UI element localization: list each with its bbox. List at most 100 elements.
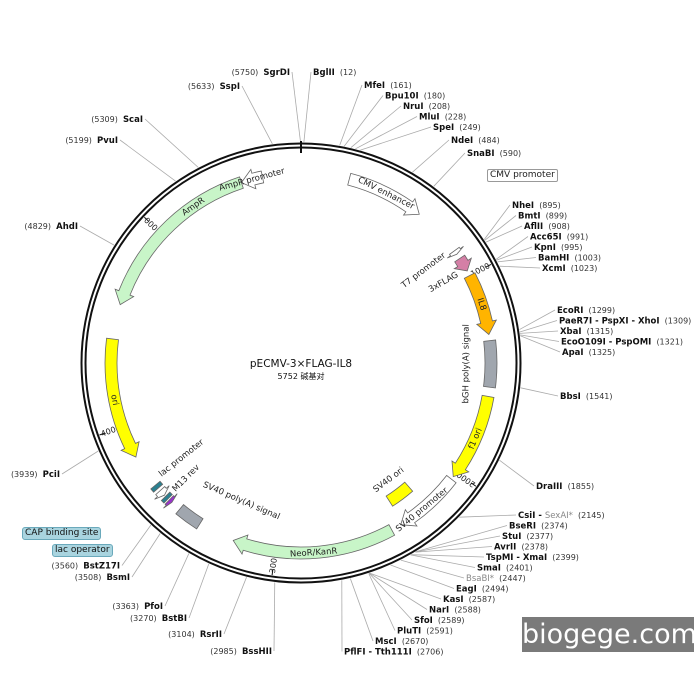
enzyme-position: (208) xyxy=(429,102,451,111)
enzyme-site-draiii[interactable]: DraIII (1855) xyxy=(536,482,594,492)
tick-mark xyxy=(485,264,492,268)
enzyme-site-sgrdi[interactable]: (5750) SgrDI xyxy=(232,68,290,78)
enzyme-site-bsshii[interactable]: (2985) BssHII xyxy=(210,647,272,657)
enzyme-site-aflii[interactable]: AflII (908) xyxy=(524,222,570,232)
enzyme-name: MluI xyxy=(419,113,440,123)
enzyme-site-stui[interactable]: StuI (2377) xyxy=(502,532,553,542)
enzyme-name: SgrDI xyxy=(263,68,290,78)
enzyme-leader-line xyxy=(496,246,533,261)
enzyme-site-acc65i[interactable]: Acc65I (991) xyxy=(530,233,588,243)
enzyme-leader-line xyxy=(415,546,493,553)
enzyme-position: (2378) xyxy=(521,543,548,552)
enzyme-name: BamHI xyxy=(538,254,569,264)
enzyme-site-pvui[interactable]: (5199) PvuI xyxy=(65,136,118,146)
feature-label: IL8 xyxy=(474,297,487,312)
enzyme-site-kpni[interactable]: KpnI (995) xyxy=(534,243,583,253)
enzyme-site-ecoo109i-pspomi[interactable]: EcoO109I - PspOMI (1321) xyxy=(561,338,683,348)
enzyme-site-bstbi[interactable]: (3270) BstBI xyxy=(130,614,187,624)
feature-cap-binding-site[interactable] xyxy=(150,480,164,493)
enzyme-position: (2589) xyxy=(438,616,465,625)
enzyme-site-pflfi-tth111i[interactable]: PflFI - Tth111I (2706) xyxy=(344,648,443,658)
enzyme-site-ndei[interactable]: NdeI (484) xyxy=(451,136,500,146)
enzyme-position: (5750) xyxy=(232,68,259,77)
enzyme-site-sfoi[interactable]: SfoI (2589) xyxy=(414,616,465,626)
enzyme-site-bsmi[interactable]: (3508) BsmI xyxy=(75,573,130,583)
enzyme-site-xbai[interactable]: XbaI (1315) xyxy=(560,327,613,337)
enzyme-site-spei[interactable]: SpeI (249) xyxy=(433,123,481,133)
feature-ampr[interactable]: AmpR xyxy=(114,176,244,306)
enzyme-position: (2377) xyxy=(527,532,554,541)
enzyme-site-bpu10i[interactable]: Bpu10I (180) xyxy=(385,92,445,102)
enzyme-site-apai[interactable]: ApaI (1325) xyxy=(562,348,615,358)
feature-neor-kanr[interactable]: NeoR/KanR xyxy=(232,524,396,560)
enzyme-leader-line xyxy=(483,204,511,240)
tick-mark xyxy=(271,569,274,576)
enzyme-site-msci[interactable]: MscI (2670) xyxy=(375,637,428,647)
feature-shape xyxy=(446,246,464,259)
enzyme-site-scai[interactable]: (5309) ScaI xyxy=(91,115,143,125)
enzyme-position: (3270) xyxy=(130,614,157,623)
enzyme-site-rsrii[interactable]: (3104) RsrII xyxy=(168,630,222,640)
enzyme-site-pluti[interactable]: PluTI (2591) xyxy=(397,627,453,637)
enzyme-site-mfei[interactable]: MfeI (161) xyxy=(364,81,412,91)
feature-bgh-poly-a-signal[interactable]: bGH poly(A) signal xyxy=(461,324,498,404)
enzyme-position: (180) xyxy=(424,92,446,101)
enzyme-leader-line xyxy=(400,559,465,579)
enzyme-position: (1003) xyxy=(574,254,601,263)
enzyme-position: (3508) xyxy=(75,573,102,582)
enzyme-site-bbsi[interactable]: BbsI (1541) xyxy=(560,392,613,402)
feature-sv40-poly-a-signal[interactable]: SV40 poly(A) signal xyxy=(175,480,281,530)
enzyme-site-eagi[interactable]: EagI (2494) xyxy=(456,585,509,595)
enzyme-site-nhei[interactable]: NheI (895) xyxy=(512,201,561,211)
enzyme-leader-line xyxy=(415,535,501,553)
enzyme-name: NruI xyxy=(403,102,424,112)
enzyme-leader-line xyxy=(495,236,529,260)
feature-sv40-ori[interactable]: SV40 ori xyxy=(372,466,414,507)
enzyme-leader-line xyxy=(390,564,455,589)
enzyme-site-bamhi[interactable]: BamHI (1003) xyxy=(538,254,601,264)
enzyme-position: (1321) xyxy=(656,338,683,347)
feature-ampr-promoter[interactable]: AmpR promoter xyxy=(218,166,286,193)
enzyme-name: AvrII xyxy=(494,543,516,553)
enzyme-site-bstz17i[interactable]: (3560) BstZ17I xyxy=(52,562,120,572)
enzyme-site-tspmi-xmai[interactable]: TspMI - XmaI (2399) xyxy=(486,553,579,563)
enzyme-site-sspi[interactable]: (5633) SspI xyxy=(188,82,240,92)
enzyme-site-bseri[interactable]: BseRI (2374) xyxy=(509,522,568,532)
enzyme-name: BglII xyxy=(313,68,335,78)
enzyme-site-paer7i-pspxi-xhoi[interactable]: PaeR7I - PspXI - XhoI (1309) xyxy=(559,317,691,327)
feature-lac-operator[interactable] xyxy=(160,491,173,504)
enzyme-site-csii[interactable]: CsiI - SexAI* (2145) xyxy=(518,511,605,521)
enzyme-site-mlui[interactable]: MluI (228) xyxy=(419,113,466,123)
feature-f1-ori[interactable]: f1 ori xyxy=(451,394,495,478)
enzyme-site-smai[interactable]: SmaI (2401) xyxy=(477,564,533,574)
enzyme-leader-line xyxy=(121,524,152,566)
enzyme-site-kasi[interactable]: KasI (2587) xyxy=(443,595,495,605)
enzyme-site-bglii[interactable]: BglII (12) xyxy=(313,68,356,78)
enzyme-site-bmti[interactable]: BmtI (899) xyxy=(518,212,567,222)
enzyme-site-avrii[interactable]: AvrII (2378) xyxy=(494,543,548,553)
enzyme-leader-line xyxy=(273,582,276,652)
feature-cmv-enhancer[interactable]: CMV enhancer xyxy=(347,172,420,216)
enzyme-name: BseRI xyxy=(509,522,536,532)
enzyme-position: (899) xyxy=(546,212,568,221)
feature-shape xyxy=(104,337,140,458)
enzyme-site-snabi[interactable]: SnaBI (590) xyxy=(467,149,521,159)
enzyme-site-nari[interactable]: NarI (2588) xyxy=(429,606,481,616)
feature-ori[interactable]: ori xyxy=(104,337,140,458)
enzyme-site-bsabi[interactable]: BsaBI* (2447) xyxy=(466,574,526,584)
enzyme-leader-line xyxy=(485,225,523,243)
enzyme-leader-line xyxy=(499,265,541,269)
enzyme-site-pfoi[interactable]: (3363) PfoI xyxy=(112,602,163,612)
enzyme-site-pcii[interactable]: (3939) PciI xyxy=(11,470,60,480)
feature-label: bGH poly(A) signal xyxy=(461,324,471,403)
enzyme-site-nrui[interactable]: NruI (208) xyxy=(403,102,450,112)
enzyme-leader-line xyxy=(520,334,560,342)
feature-il8[interactable]: IL8 xyxy=(463,272,498,336)
enzyme-position: (2985) xyxy=(210,647,237,656)
enzyme-name: CsiI xyxy=(518,511,535,521)
enzyme-site-ahdi[interactable]: (4829) AhdI xyxy=(24,222,78,232)
enzyme-site-xcmi[interactable]: XcmI (1023) xyxy=(542,264,597,274)
enzyme-leader-line xyxy=(303,71,312,143)
enzyme-site-ecori[interactable]: EcoRI (1299) xyxy=(557,306,615,316)
enzyme-name: MscI xyxy=(375,637,397,647)
